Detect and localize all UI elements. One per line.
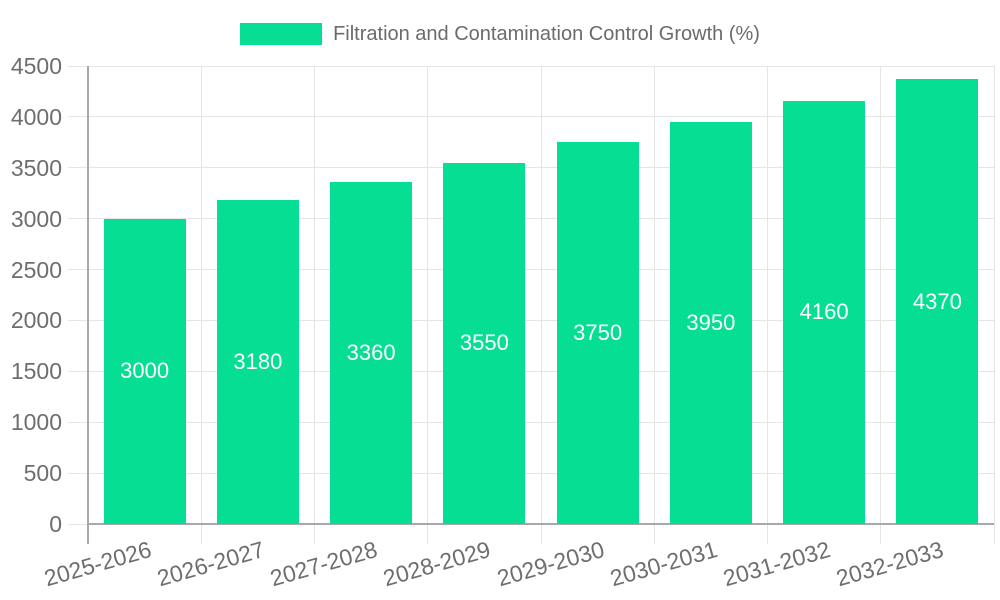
- y-tick-label: 3500: [10, 154, 62, 181]
- gridline-h: [68, 421, 994, 423]
- gridline-h: [68, 472, 994, 474]
- y-tick-label: 1000: [10, 409, 62, 436]
- gridline-v: [427, 66, 429, 544]
- gridline-h: [68, 319, 994, 321]
- bar[interactable]: [783, 100, 866, 524]
- bar[interactable]: [896, 79, 979, 524]
- y-tick-label: 500: [23, 460, 62, 487]
- bar[interactable]: [103, 218, 186, 524]
- y-tick-label: 0: [49, 511, 62, 537]
- gridline-v: [653, 66, 655, 544]
- x-axis-line: [88, 523, 994, 525]
- gridline-v: [540, 66, 542, 544]
- gridline-v: [993, 66, 995, 544]
- x-tick-label: 2025-2026: [40, 536, 154, 592]
- legend[interactable]: Filtration and Contamination Control Gro…: [0, 21, 1000, 47]
- bar[interactable]: [216, 200, 299, 524]
- y-tick-label: 2000: [10, 307, 62, 334]
- bar[interactable]: [669, 121, 752, 524]
- x-tick-label: 2026-2027: [154, 536, 268, 592]
- gridline-h: [68, 65, 994, 67]
- y-tick-label: 4500: [10, 53, 62, 79]
- y-tick-label: 4000: [10, 103, 62, 130]
- bar[interactable]: [556, 142, 639, 524]
- gridline-h: [68, 269, 994, 271]
- y-tick-label: 3000: [10, 205, 62, 232]
- x-tick-label: 2029-2030: [493, 536, 607, 592]
- gridline-v: [314, 66, 315, 544]
- legend-label: Filtration and Contamination Control Gro…: [333, 22, 760, 45]
- y-tick-label: 2500: [10, 256, 62, 283]
- legend-swatch: [240, 23, 323, 45]
- gridline-v: [880, 66, 882, 544]
- y-tick-label: 1500: [10, 358, 62, 385]
- x-tick-label: 2027-2028: [267, 536, 381, 592]
- x-tick-label: 2030-2031: [607, 536, 721, 592]
- gridline-h: [68, 370, 994, 372]
- gridline-h: [68, 218, 994, 220]
- bar[interactable]: [443, 162, 526, 524]
- gridline-v: [767, 66, 768, 544]
- gridline-h: [68, 116, 994, 118]
- gridline-v: [200, 66, 202, 544]
- gridline-h: [68, 167, 994, 169]
- x-tick-label: 2031-2032: [720, 536, 834, 592]
- y-axis-line: [87, 66, 89, 544]
- x-tick-label: 2028-2029: [380, 536, 494, 592]
- bar[interactable]: [330, 182, 413, 524]
- x-tick-label: 2032-2033: [833, 536, 947, 592]
